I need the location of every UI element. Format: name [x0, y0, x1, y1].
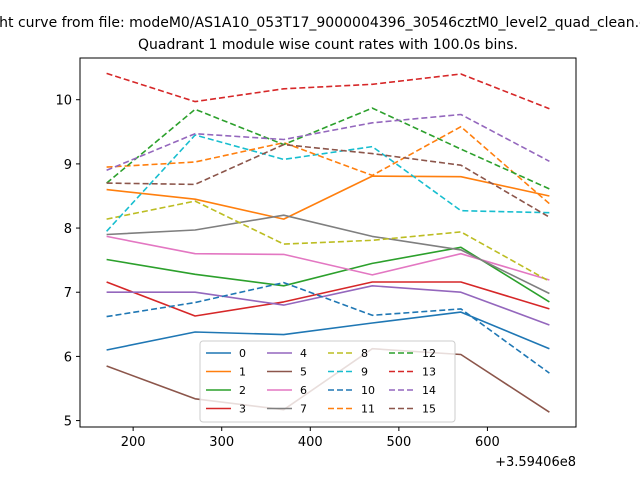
y-tick-label: 7	[64, 286, 72, 301]
legend-label-2: 2	[239, 384, 246, 397]
series-line-10	[106, 281, 550, 374]
legend-label-5: 5	[300, 366, 307, 379]
x-tick-label: 300	[209, 435, 234, 450]
legend-label-1: 1	[239, 366, 246, 379]
legend-box	[199, 340, 456, 423]
legend-label-11: 11	[361, 403, 375, 416]
series-lines	[106, 72, 550, 413]
plot-frame	[79, 57, 577, 428]
series-line-13	[106, 72, 550, 110]
legend-label-6: 6	[300, 384, 307, 397]
y-tick-label: 5	[64, 415, 72, 430]
x-axis-offset-label: +3.59406e8	[495, 455, 576, 470]
y-tick-label: 8	[64, 222, 72, 237]
series-line-15	[106, 143, 550, 218]
series-line-8	[106, 200, 550, 282]
legend-label-3: 3	[239, 403, 246, 416]
x-tick-label: 400	[298, 435, 323, 450]
legend-label-15: 15	[422, 403, 436, 416]
series-line-14	[106, 113, 550, 172]
series-line-7	[106, 214, 550, 295]
y-tick-label: 9	[64, 158, 72, 173]
legend-label-12: 12	[422, 347, 436, 360]
x-tick-label: 200	[121, 435, 146, 450]
series-line-9	[106, 134, 550, 232]
x-axis: 200 300 400 500 600	[121, 427, 500, 450]
legend-label-4: 4	[300, 347, 307, 360]
series-line-1	[106, 175, 550, 220]
legend-label-7: 7	[300, 403, 307, 416]
x-tick-label: 600	[475, 435, 500, 450]
legend-label-9: 9	[361, 366, 368, 379]
chart-title: Quadrant 1 module wise count rates with …	[138, 37, 518, 53]
y-axis: 5 6 7 8 9 10	[55, 94, 80, 430]
series-line-0	[106, 311, 550, 351]
series-line-4	[106, 284, 550, 326]
legend-label-0: 0	[239, 347, 246, 360]
legend-label-10: 10	[361, 384, 375, 397]
legend-label-13: 13	[422, 366, 436, 379]
series-line-6	[106, 235, 550, 281]
series-line-3	[106, 281, 550, 317]
y-tick-label: 10	[55, 94, 72, 109]
x-tick-label: 500	[386, 435, 411, 450]
legend-label-8: 8	[361, 347, 368, 360]
chart-suptitle: Light curve from file: modeM0/AS1A10_053…	[0, 15, 640, 31]
legend-label-14: 14	[422, 384, 436, 397]
y-tick-label: 6	[64, 350, 72, 365]
series-line-11	[106, 125, 550, 205]
